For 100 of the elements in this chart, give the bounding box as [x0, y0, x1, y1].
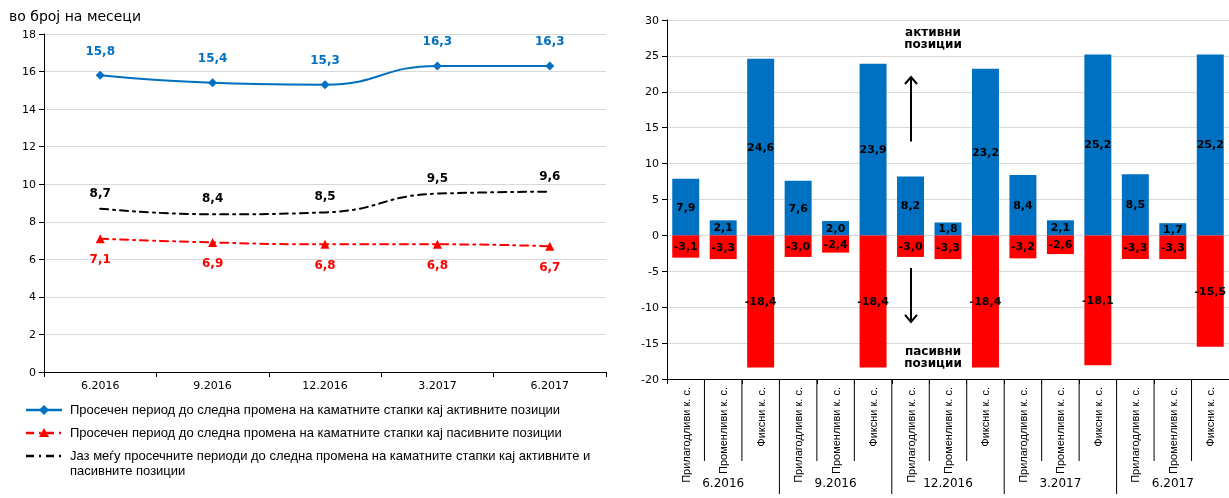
legend-label: Просечен период до следна промена на каматните стапки кај активните позиции: [70, 402, 561, 417]
chart-title: во број на месеци: [9, 8, 141, 24]
bar: [747, 235, 775, 368]
bar: [1084, 235, 1112, 366]
x-tick-label: Променливи к. с.: [717, 387, 730, 474]
point: [432, 239, 442, 249]
data-label: -3,3: [935, 240, 961, 254]
data-label: 8,7: [89, 185, 111, 200]
data-label: 8,4: [201, 191, 224, 206]
bar: [897, 176, 925, 236]
data-label: 25,2: [1084, 138, 1112, 152]
data-label: -3,2: [1010, 240, 1035, 254]
point: [432, 61, 442, 71]
data-label: 16,3: [422, 34, 453, 49]
data-label: 1,8: [938, 222, 958, 236]
y-tick-label: 2: [29, 327, 36, 341]
y-tick-label: -5: [648, 264, 659, 278]
x-tick-label: Променливи к. с.: [829, 387, 842, 474]
bar: [1196, 235, 1224, 347]
legend-label: Јаз меѓу просечните периоди до следна промена на каматните стапки кај активните и пасивните позиции: [70, 448, 592, 478]
y-tick-label: 16: [22, 65, 36, 79]
y-tick-label: 20: [645, 85, 659, 99]
y-tick-label: 30: [645, 13, 659, 27]
point: [320, 239, 330, 249]
x-tick-label: Променливи к. с.: [1166, 387, 1179, 474]
x-tick-label: Прилагодливи к. с.: [904, 387, 917, 483]
y-tick-label: 8: [29, 215, 36, 229]
data-label: 8,5: [1125, 198, 1146, 212]
x-tick-label: Прилагодливи к. с.: [1016, 387, 1029, 483]
data-label: -2,4: [823, 237, 848, 251]
point: [95, 70, 105, 80]
bar: [1084, 54, 1112, 236]
bar: [1196, 54, 1224, 236]
bar: [784, 180, 812, 236]
x-tick-label: 9.2016: [193, 379, 232, 392]
data-label: -3,1: [673, 240, 698, 254]
bar: [747, 58, 775, 236]
bar: [859, 235, 887, 368]
point: [545, 241, 555, 251]
x-tick-label: Прилагодливи к. с.: [679, 387, 692, 483]
x-tick-label: Фиксни к. с.: [867, 387, 880, 447]
x-tick-label: 3.2017: [418, 379, 457, 392]
data-label: 25,2: [1196, 138, 1224, 152]
point: [208, 237, 218, 247]
data-label: 24,6: [747, 140, 775, 154]
annotation: пасивни позиции: [904, 344, 962, 371]
data-label: 8,4: [1013, 198, 1034, 212]
data-label: 9,6: [539, 168, 561, 183]
x-tick-label: Фиксни к. с.: [1091, 387, 1104, 447]
data-label: 2,1: [713, 221, 733, 235]
bar: [971, 235, 999, 368]
data-label: 15,4: [197, 51, 228, 66]
x-tick-label: Променливи к. с.: [942, 387, 954, 474]
data-label: 6,9: [201, 255, 224, 270]
x-tick-label: 6.2017: [530, 379, 570, 392]
y-tick-label: 12: [22, 140, 36, 154]
data-label: 15,8: [85, 43, 115, 58]
point: [320, 80, 330, 90]
y-tick-label: 4: [29, 290, 36, 304]
point: [545, 61, 555, 71]
x-tick-label: Прилагодливи к. с.: [792, 387, 805, 483]
x-tick-label: Фиксни к. с.: [1204, 387, 1217, 447]
data-label: -3,3: [1123, 240, 1148, 254]
data-label: -3,3: [711, 240, 736, 254]
bar: [971, 68, 999, 236]
data-label: 15,3: [310, 53, 340, 68]
data-label: -3,0: [786, 239, 811, 253]
x-tick-label: 12.2016: [302, 379, 348, 392]
x-tick-label: 6.2016: [80, 379, 120, 392]
y-tick-label: -15: [641, 336, 659, 350]
x-tick-label: Променливи к. с.: [1054, 387, 1067, 474]
x-tick-label: Прилагодливи к. с.: [1129, 387, 1142, 483]
y-tick-label: 15: [645, 121, 659, 135]
y-tick-label: 25: [645, 49, 659, 63]
y-tick-label: 0: [652, 228, 659, 242]
data-label: 6,8: [426, 257, 449, 272]
bar: [1121, 174, 1149, 236]
y-tick-label: 10: [645, 157, 659, 171]
data-label: 23,2: [971, 145, 1000, 159]
y-tick-label: 0: [29, 365, 36, 379]
y-tick-label: 10: [22, 177, 36, 191]
y-tick-label: 6: [29, 252, 36, 266]
data-label: -2,6: [1048, 238, 1073, 252]
y-tick-label: -20: [641, 372, 659, 386]
data-label: -3,3: [1160, 240, 1185, 254]
bar: [859, 63, 887, 236]
x-tick-label: Фиксни к. с.: [754, 387, 767, 447]
data-label: 8,2: [900, 199, 921, 213]
bar: [1009, 175, 1037, 236]
data-label: 1,7: [1163, 222, 1183, 236]
data-label: 7,6: [788, 201, 809, 215]
y-tick-label: -10: [641, 300, 659, 314]
data-label: 2,1: [1050, 221, 1071, 235]
bar: [672, 178, 700, 236]
data-label: 7,9: [675, 200, 696, 214]
data-label: 7,1: [89, 252, 111, 267]
data-label: 9,5: [426, 170, 449, 185]
data-label: 23,9: [859, 143, 887, 157]
point: [208, 78, 218, 88]
y-tick-label: 18: [22, 27, 36, 41]
